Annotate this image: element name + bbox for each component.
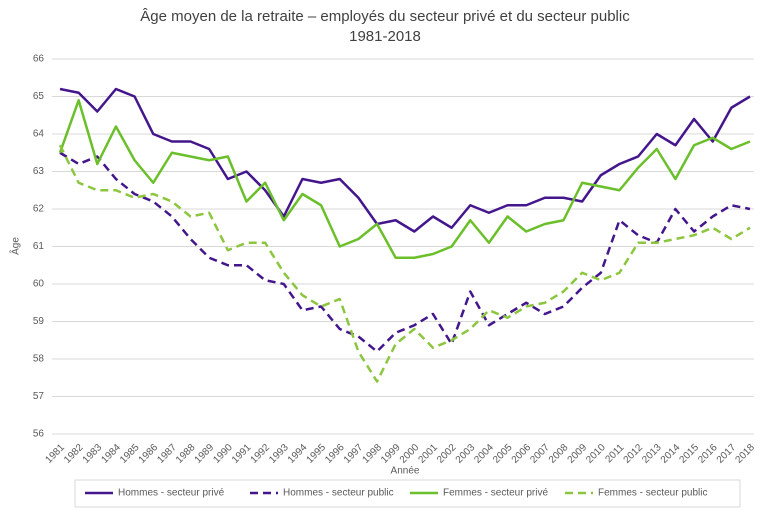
x-tick-label: 1989 [193,442,217,466]
x-tick-label: 2002 [435,442,459,466]
y-tick-label: 61 [33,241,45,252]
x-tick-label: 2006 [510,442,534,466]
x-tick-label: 1984 [99,442,123,466]
x-tick-label: 2011 [603,442,626,465]
x-tick-label: 2014 [659,442,683,466]
legend-box [74,479,741,508]
y-tick-label: 59 [33,316,45,327]
y-tick-label: 66 [33,54,45,65]
y-tick-label: 62 [33,204,45,215]
x-tick-label: 1993 [267,442,291,466]
x-tick-label: 2003 [454,442,478,466]
series-line [58,99,751,259]
chart-title: 1981-2018 [349,28,421,45]
series-line [59,87,751,233]
x-axis-label: Année [391,466,420,477]
x-tick-label: 1999 [379,442,403,466]
x-tick-label: 1997 [342,442,366,466]
series-line [58,144,751,383]
x-tick-label: 1985 [118,442,142,466]
x-tick-label: 2009 [566,442,590,466]
series-line [59,151,751,353]
x-tick-label: 2004 [472,442,496,466]
x-tick-label: 2001 [416,442,440,466]
x-tick-label: 1991 [230,442,254,466]
x-tick-label: 1982 [62,442,86,466]
x-tick-label: 2016 [696,442,720,466]
x-tick-label: 1992 [249,442,273,466]
y-tick-label: 64 [33,129,45,140]
y-tick-label: 58 [33,354,45,365]
x-tick-label: 2005 [491,442,515,466]
x-tick-label: 1986 [137,442,161,466]
x-tick-label: 1995 [305,442,329,466]
x-tick-label: 2010 [584,442,608,466]
x-tick-label: 2018 [733,442,757,466]
x-tick-label: 1987 [155,442,179,466]
y-tick-label: 56 [33,429,45,440]
x-tick-label: 2015 [678,442,702,466]
legend-label: Femmes - secteur public [598,488,707,499]
x-tick-label: 1981 [43,442,67,466]
x-tick-label: 2000 [398,442,422,466]
x-tick-label: 1983 [81,442,105,466]
legend-label: Femmes - secteur privé [443,488,548,499]
x-tick-label: 1994 [286,442,310,466]
legend-label: Hommes - secteur privé [118,488,225,499]
legend-label: Hommes - secteur public [283,488,394,499]
x-tick-label: 2008 [547,442,571,466]
x-tick-label: 1998 [361,442,385,466]
x-tick-label: 2013 [640,442,664,466]
x-tick-label: 2017 [715,442,739,466]
x-tick-label: 1990 [211,442,235,466]
x-tick-label: 2007 [528,442,552,466]
x-tick-label: 2012 [622,442,646,466]
y-tick-label: 60 [33,279,45,290]
x-tick-label: 1988 [174,442,198,466]
y-tick-label: 63 [33,166,45,177]
x-tick-label: 1996 [323,442,347,466]
chart-title: Âge moyen de la retraite – employés du s… [140,8,630,25]
y-tick-label: 57 [33,391,45,402]
y-axis-label: Âge [9,237,22,255]
y-tick-label: 65 [33,91,45,102]
